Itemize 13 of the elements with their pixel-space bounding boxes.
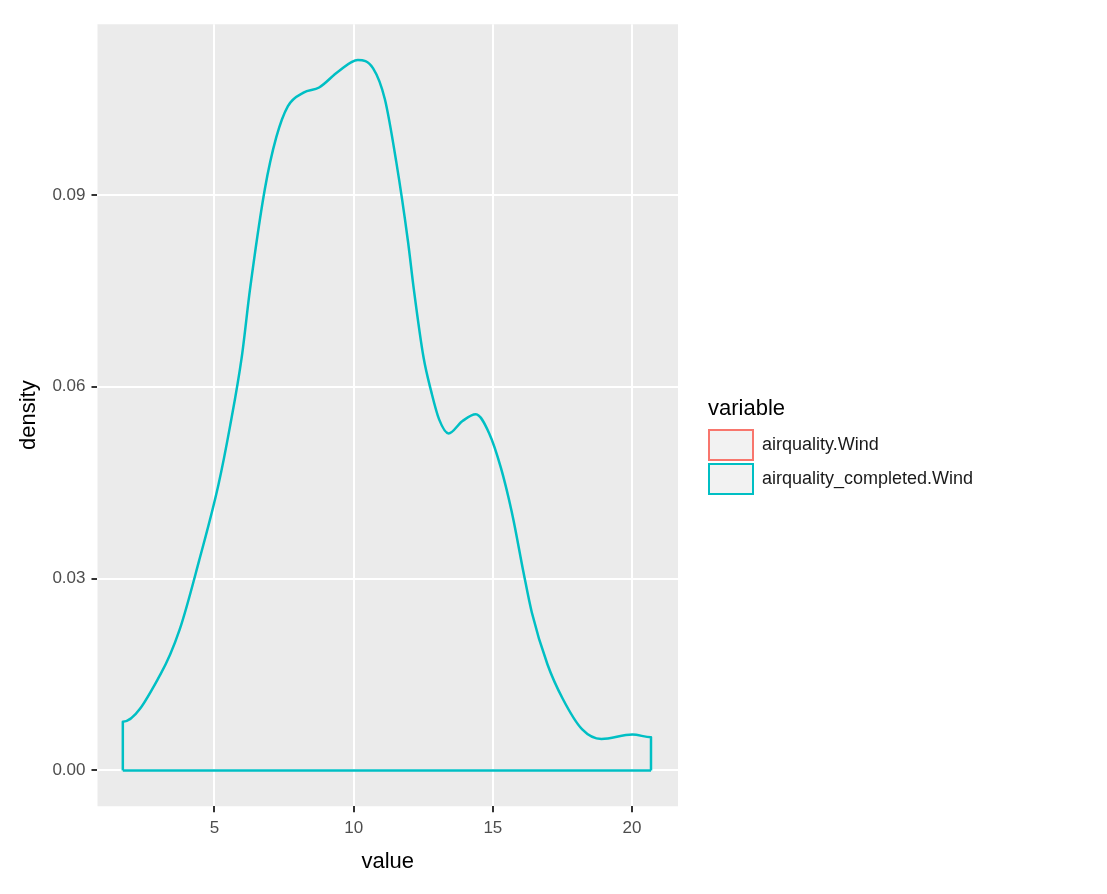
legend-label: airquality_completed.Wind — [762, 468, 974, 489]
x-tick-label: 10 — [344, 818, 364, 838]
x-tick-label: 5 — [209, 818, 220, 838]
x-tick-label: 15 — [483, 818, 503, 838]
legend-label: airquality.Wind — [762, 434, 879, 455]
y-tick-label: 0.00 — [52, 760, 86, 780]
y-tick-label: 0.09 — [52, 184, 86, 204]
x-tick-label: 20 — [622, 818, 642, 838]
legend-title: variable — [708, 394, 787, 421]
y-tick-label: 0.06 — [52, 376, 86, 396]
x-axis-title: value — [361, 847, 415, 873]
y-tick-label: 0.03 — [52, 568, 86, 588]
y-axis-title: density — [15, 380, 41, 451]
